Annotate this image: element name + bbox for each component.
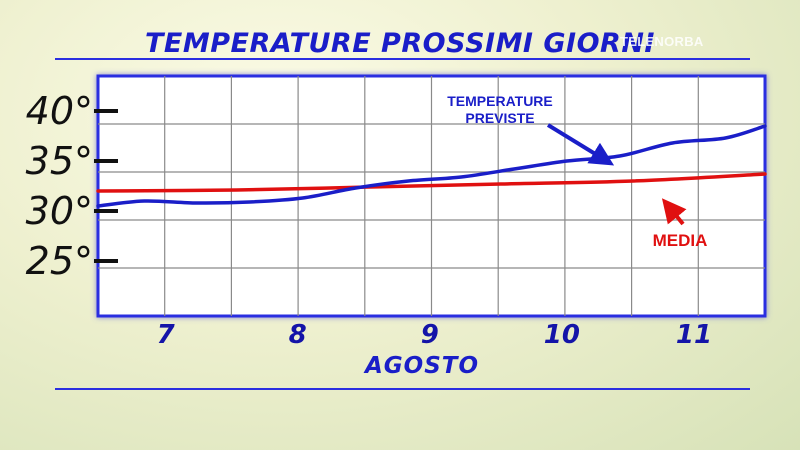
y-tick-label: 30°: [26, 189, 93, 233]
channel-watermark: TELENORBA: [620, 34, 704, 49]
annotation-previste: TEMPERATURE PREVISTE: [447, 93, 615, 166]
x-axis-ticks: 7 8 9 10 11: [157, 320, 712, 350]
x-tick-label: 8: [289, 320, 307, 350]
x-tick-label: 10: [544, 320, 580, 350]
y-tick-label: 40°: [26, 89, 93, 133]
x-axis-label: AGOSTO: [363, 353, 479, 379]
x-tick-label: 11: [676, 320, 712, 350]
series-lines: [96, 124, 767, 208]
title-underline: [55, 58, 750, 60]
annotation-previste-arrow: [546, 123, 615, 166]
annotation-media-arrow: [661, 198, 687, 226]
series-media-line: [96, 172, 767, 193]
bottom-divider: [55, 388, 750, 390]
chart-title: TEMPERATURE PROSSIMI GIORNI: [145, 28, 655, 59]
x-tick-label: 9: [421, 320, 439, 350]
annotation-media: MEDIA: [653, 198, 708, 250]
annotation-media-label: MEDIA: [653, 231, 708, 250]
y-tick-label: 35°: [26, 139, 93, 183]
series-previste-line: [96, 124, 767, 208]
y-axis-ticks: 25° 30° 35° 40°: [26, 89, 118, 283]
x-tick-label: 7: [157, 320, 176, 350]
annotation-previste-line1: TEMPERATURE: [447, 93, 553, 109]
gridlines: [98, 76, 765, 316]
annotation-previste-line2: PREVISTE: [465, 110, 534, 126]
y-tick-label: 25°: [26, 239, 93, 283]
